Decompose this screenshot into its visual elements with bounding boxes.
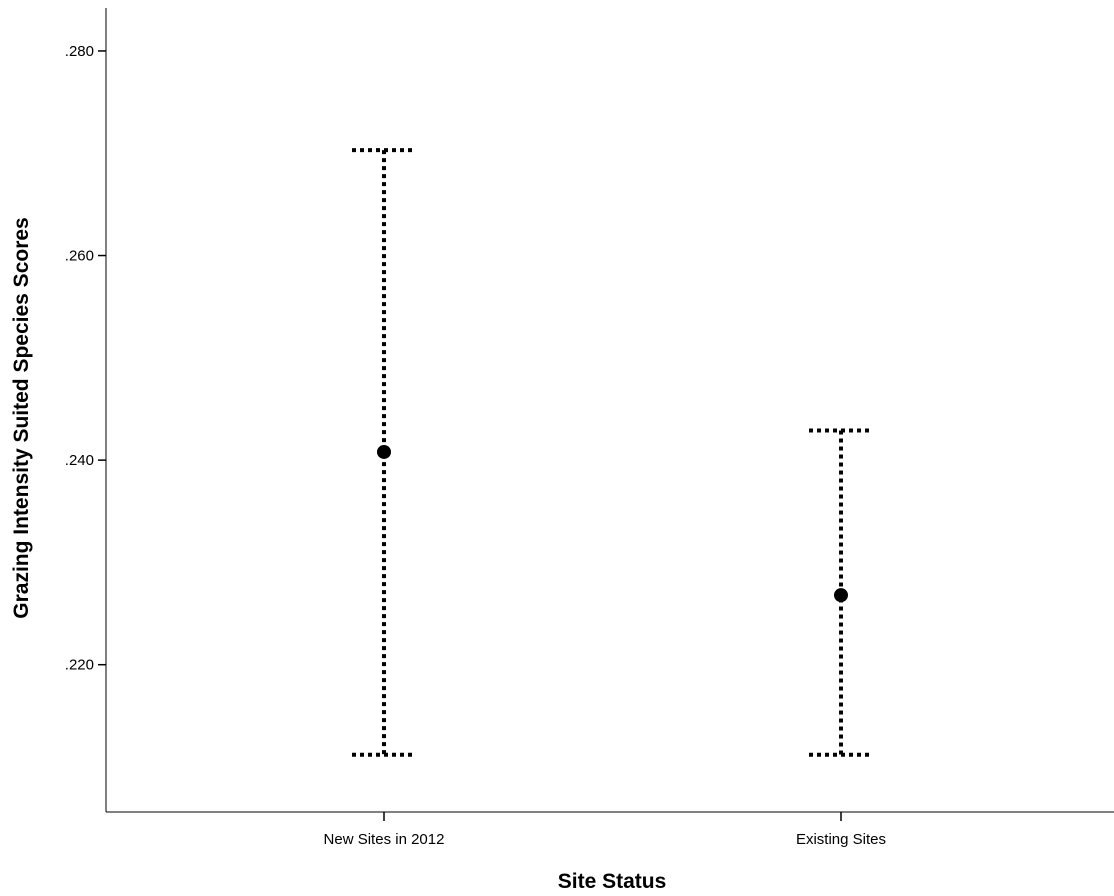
y-tick-label: .280 (65, 43, 94, 60)
y-tick-label: .260 (65, 248, 94, 265)
x-tick-label: New Sites in 2012 (324, 831, 445, 848)
plot-marks (352, 148, 873, 757)
x-tick-label: Existing Sites (796, 831, 886, 848)
x-axis: New Sites in 2012 Existing Sites (106, 811, 1114, 848)
mean-point (834, 588, 848, 603)
x-axis-title: Site Status (558, 870, 667, 893)
mean-point (377, 444, 391, 459)
y-axis-title: Grazing Intensity Suited Species Scores (10, 217, 33, 618)
y-tick-label: .220 (65, 657, 94, 674)
y-axis: .220 .240 .260 .280 (65, 8, 107, 812)
y-tick-label: .240 (65, 452, 94, 469)
